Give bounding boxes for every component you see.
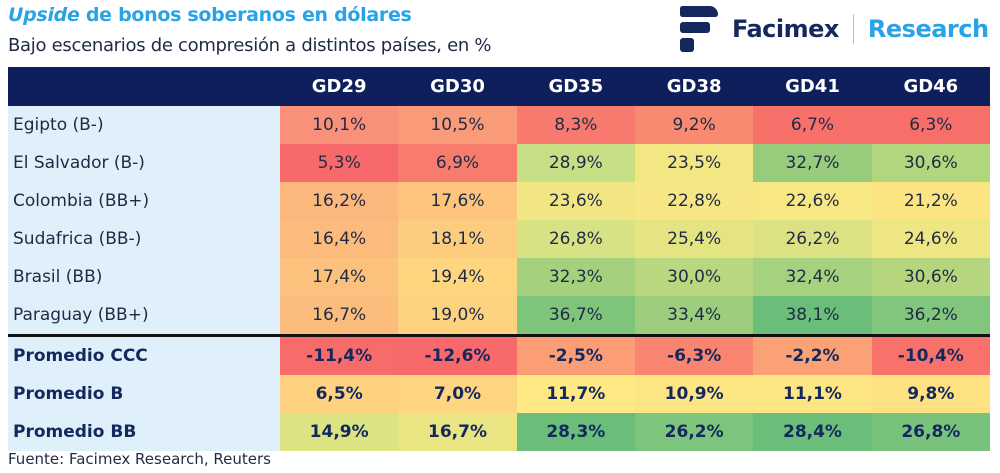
title-italic: Upside (8, 4, 80, 26)
row-label: Colombia (BB+) (8, 182, 280, 220)
title-rest: de bonos soberanos en dólares (79, 4, 412, 26)
value-cell: -6,3% (634, 334, 754, 375)
value-cell: 32,7% (753, 144, 872, 182)
value-cell: -10,4% (871, 334, 990, 375)
value-cell: 38,1% (753, 296, 872, 336)
value-cell: -11,4% (280, 334, 399, 375)
value-cell: 30,6% (871, 144, 990, 182)
logo-name: Facimex (732, 15, 839, 43)
table-row: El Salvador (B-) 5,3% 6,9% 28,9% 23,5% 32,7% 3… (8, 144, 990, 182)
average-row: Promedio BB 14,9% 16,7% 28,3% 26,2% 28,4% 26,8… (8, 413, 990, 451)
column-header: GD29 (280, 67, 399, 106)
value-cell: 26,8% (871, 413, 990, 451)
column-header: GD41 (753, 67, 872, 106)
value-cell: 16,4% (280, 220, 399, 258)
table-row: Sudafrica (BB-) 16,4% 18,1% 26,8% 25,4% 26,2%… (8, 220, 990, 258)
column-header: GD30 (398, 67, 517, 106)
value-cell: 33,4% (634, 296, 754, 336)
logo-division: Research (867, 15, 989, 43)
value-cell: 16,7% (398, 413, 517, 451)
value-cell: 32,4% (753, 258, 872, 296)
chart-subtitle: Bajo escenarios de compresión a distinto… (8, 35, 492, 56)
value-cell: 9,8% (871, 375, 990, 413)
value-cell: 36,2% (871, 296, 990, 336)
row-label: Promedio B (8, 375, 280, 413)
column-header: GD38 (634, 67, 754, 106)
value-cell: 26,8% (516, 220, 635, 258)
value-cell: 30,6% (871, 258, 990, 296)
value-cell: 23,6% (516, 182, 635, 220)
value-cell: -2,2% (753, 334, 872, 375)
column-header: GD46 (871, 67, 990, 106)
value-cell: 36,7% (516, 296, 635, 336)
value-cell: 22,6% (753, 182, 872, 220)
value-cell: 18,1% (398, 220, 517, 258)
table-row: Colombia (BB+) 16,2% 17,6% 23,6% 22,8% 22,6% 2… (8, 182, 990, 220)
value-cell: 8,3% (516, 106, 635, 144)
facimex-logo: Facimex Research (680, 4, 989, 54)
value-cell: 22,8% (634, 182, 754, 220)
logo-divider (852, 14, 854, 44)
value-cell: -12,6% (398, 334, 517, 375)
row-label: Promedio BB (8, 413, 280, 451)
value-cell: 7,0% (398, 375, 517, 413)
value-cell: 16,2% (280, 182, 399, 220)
header-row: GD29 GD30 GD35 GD38 GD41 GD46 (8, 67, 990, 106)
value-cell: 28,9% (516, 144, 635, 182)
value-cell: 5,3% (280, 144, 399, 182)
value-cell: 6,9% (398, 144, 517, 182)
value-cell: 9,2% (634, 106, 754, 144)
chart-title: Upside de bonos soberanos en dólares (8, 4, 412, 26)
row-label: Sudafrica (BB-) (8, 220, 280, 258)
value-cell: 28,3% (516, 413, 635, 451)
value-cell: 17,4% (280, 258, 399, 296)
table-row: Brasil (BB) 17,4% 19,4% 32,3% 30,0% 32,4% 30,6… (8, 258, 990, 296)
value-cell: 11,1% (753, 375, 872, 413)
value-cell: 24,6% (871, 220, 990, 258)
average-row: Promedio CCC -11,4% -12,6% -2,5% -6,3% -2,2% -… (8, 334, 990, 375)
value-cell: 23,5% (634, 144, 754, 182)
value-cell: -2,5% (516, 334, 635, 375)
value-cell: 25,4% (634, 220, 754, 258)
value-cell: 6,3% (871, 106, 990, 144)
row-label: Egipto (B-) (8, 106, 280, 144)
column-header: GD35 (516, 67, 635, 106)
row-label: Brasil (BB) (8, 258, 280, 296)
value-cell: 17,6% (398, 182, 517, 220)
row-label: Paraguay (BB+) (8, 296, 280, 336)
value-cell: 6,5% (280, 375, 399, 413)
value-cell: 30,0% (634, 258, 754, 296)
value-cell: 10,1% (280, 106, 399, 144)
value-cell: 14,9% (280, 413, 399, 451)
value-cell: 10,5% (398, 106, 517, 144)
value-cell: 21,2% (871, 182, 990, 220)
upside-table: GD29 GD30 GD35 GD38 GD41 GD46 Egipto (B-) 10,1… (8, 67, 990, 451)
value-cell: 11,7% (516, 375, 635, 413)
value-cell: 28,4% (753, 413, 872, 451)
row-label: El Salvador (B-) (8, 144, 280, 182)
value-cell: 19,4% (398, 258, 517, 296)
facimex-logo-icon (680, 6, 718, 52)
table-row: Paraguay (BB+) 16,7% 19,0% 36,7% 33,4% 38,1% 3… (8, 296, 990, 336)
value-cell: 16,7% (280, 296, 399, 336)
value-cell: 6,7% (753, 106, 872, 144)
table-row: Egipto (B-) 10,1% 10,5% 8,3% 9,2% 6,7% 6,3% (8, 106, 990, 144)
value-cell: 26,2% (634, 413, 754, 451)
header-corner (8, 67, 280, 106)
average-row: Promedio B 6,5% 7,0% 11,7% 10,9% 11,1% 9,8% (8, 375, 990, 413)
value-cell: 19,0% (398, 296, 517, 336)
value-cell: 10,9% (634, 375, 754, 413)
row-label: Promedio CCC (8, 334, 280, 375)
value-cell: 26,2% (753, 220, 872, 258)
value-cell: 32,3% (516, 258, 635, 296)
source-note: Fuente: Facimex Research, Reuters (8, 450, 271, 468)
